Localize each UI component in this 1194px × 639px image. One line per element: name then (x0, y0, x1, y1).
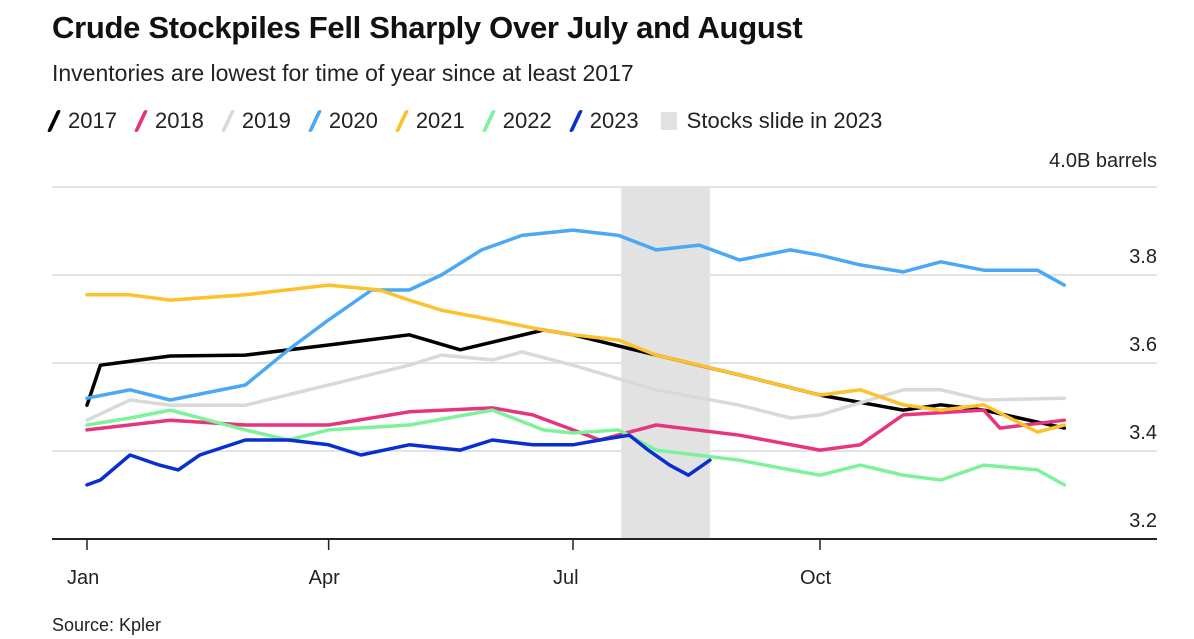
legend-item-2021: 2021 (394, 108, 465, 134)
legend-item-2020: 2020 (307, 108, 378, 134)
x-tick-label: Jan (67, 567, 99, 589)
chart-subtitle: Inventories are lowest for time of year … (52, 60, 634, 86)
source-note: Source: Kpler (52, 615, 162, 635)
legend-label: Stocks slide in 2023 (686, 108, 883, 133)
y-tick-label: 3.8 (1129, 246, 1157, 268)
series-line-2022 (85, 408, 1067, 487)
series-line-2019 (85, 350, 1067, 422)
y-tick-label: 3.2 (1129, 510, 1157, 532)
legend-label: 2018 (154, 108, 204, 133)
legend-label: 2019 (241, 108, 291, 133)
legend: 2017 2018 2019 2020 2021 2022 2023 Stocks slide… (46, 108, 904, 134)
x-tick-label: Apr (309, 567, 340, 589)
legend-item-2022: 2022 (481, 108, 552, 134)
series-line-2021 (85, 283, 1067, 434)
series-line-2023 (85, 433, 712, 487)
legend-item-2023: 2023 (568, 108, 639, 134)
legend-label: 2017 (68, 108, 117, 133)
y-tick-label: 3.6 (1129, 334, 1157, 356)
y-tick-label: 3.4 (1129, 422, 1157, 444)
legend-item-2017: 2017 (46, 108, 117, 134)
y-unit-label: 4.0B barrels (1049, 150, 1157, 172)
chart-title: Crude Stockpiles Fell Sharply Over July … (52, 10, 803, 45)
legend-item-2019: 2019 (220, 108, 291, 134)
x-tick-label: Jul (553, 567, 579, 589)
legend-swatch (660, 112, 677, 130)
legend-label: 2022 (502, 108, 552, 133)
legend-item-2018: 2018 (133, 108, 204, 134)
legend-item-shaded: Stocks slide in 2023 (660, 108, 883, 134)
legend-label: 2020 (328, 108, 378, 133)
x-tick-label: Oct (800, 567, 832, 589)
series-line-2020 (85, 228, 1067, 402)
legend-label: 2021 (415, 108, 465, 133)
legend-label: 2023 (589, 108, 639, 133)
